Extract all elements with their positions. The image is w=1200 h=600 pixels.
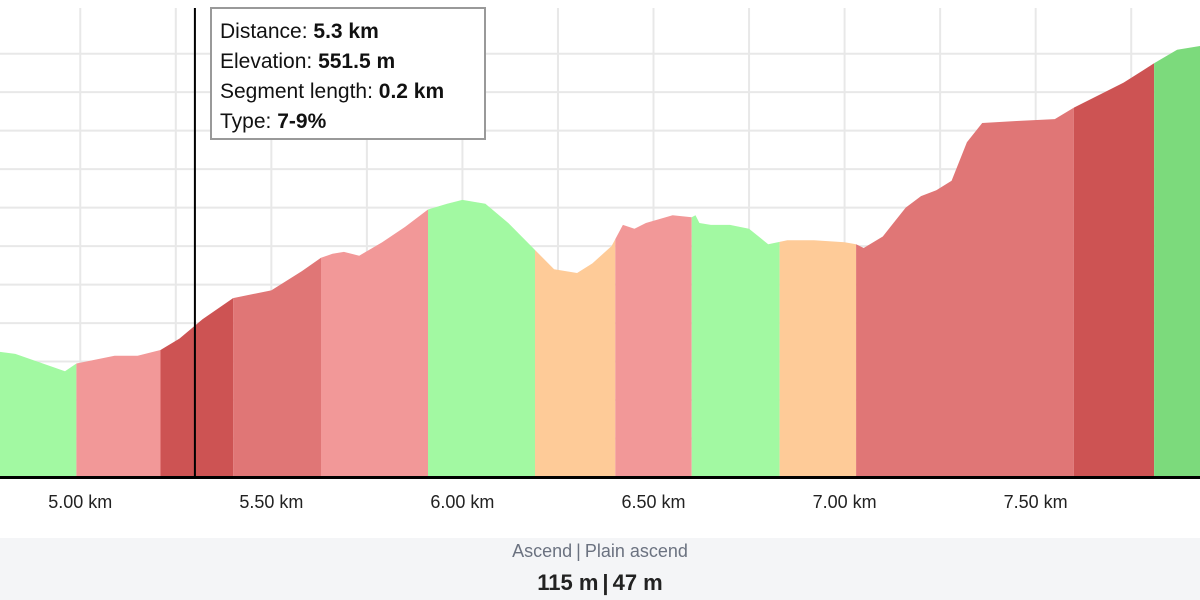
elevation-segment-0-1pct[interactable]: [0, 352, 76, 477]
ascend-label: Ascend: [512, 541, 572, 561]
tooltip-distance-value: 5.3 km: [313, 20, 378, 43]
elevation-segment-1-3pct[interactable]: [780, 240, 857, 477]
elevation-segment-0-1pct[interactable]: [692, 215, 780, 477]
elevation-segment-7-9pct[interactable]: [1074, 63, 1154, 477]
x-tick-label: 7.00 km: [813, 492, 877, 512]
plain-ascend-label: Plain ascend: [585, 541, 688, 561]
summary-values: 115 m | 47 m: [0, 570, 1200, 596]
tooltip-distance-label: Distance:: [220, 20, 308, 43]
x-tick-label: 7.50 km: [1004, 492, 1068, 512]
tooltip-segment-value: 0.2 km: [379, 80, 444, 103]
elevation-segment-0-1pct[interactable]: [428, 200, 535, 477]
tooltip-type-label: Type:: [220, 110, 271, 133]
elevation-segment-3-5pct[interactable]: [76, 350, 160, 477]
elevation-chart-svg[interactable]: 5.00 km 5.50 km 6.00 km 6.50 km 7.00 km 7.50 …: [0, 0, 1200, 540]
x-axis-ticks: 5.00 km 5.50 km 6.00 km 6.50 km 7.00 km 7.50 …: [48, 492, 1067, 512]
x-tick-label: 6.50 km: [621, 492, 685, 512]
tooltip-segment-label: Segment length:: [220, 80, 373, 103]
elevation-segment-0-1pct[interactable]: [1154, 46, 1200, 477]
elevation-segment-3-5pct[interactable]: [321, 210, 428, 478]
plain-ascend-value: 47 m: [613, 570, 663, 595]
elevation-segment-7-9pct[interactable]: [161, 298, 234, 477]
tooltip-elevation-row: Elevation: 551.5 m: [220, 47, 476, 77]
tooltip-elevation-label: Elevation:: [220, 50, 312, 73]
elevation-segment-5-7pct[interactable]: [233, 258, 321, 477]
hover-tooltip: Distance: 5.3 km Elevation: 551.5 m Segm…: [210, 7, 486, 140]
summary-labels: Ascend | Plain ascend: [0, 541, 1200, 562]
elevation-chart[interactable]: 5.00 km 5.50 km 6.00 km 6.50 km 7.00 km 7.50 …: [0, 0, 1200, 540]
tooltip-elevation-value: 551.5 m: [318, 50, 395, 73]
x-tick-label: 5.50 km: [239, 492, 303, 512]
x-tick-label: 6.00 km: [430, 492, 494, 512]
tooltip-segment-row: Segment length: 0.2 km: [220, 77, 476, 107]
summary-label-separator: |: [576, 541, 581, 561]
tooltip-type-value: 7-9%: [277, 110, 326, 133]
tooltip-type-row: Type: 7-9%: [220, 107, 476, 137]
ascend-value: 115 m: [537, 570, 598, 595]
x-tick-label: 5.00 km: [48, 492, 112, 512]
summary-value-separator: |: [602, 570, 608, 595]
elevation-segment-5-7pct[interactable]: [856, 108, 1074, 477]
elevation-segments: [0, 46, 1200, 477]
elevation-segment-3-5pct[interactable]: [615, 215, 691, 477]
elevation-segment-1-3pct[interactable]: [535, 239, 615, 477]
tooltip-distance-row: Distance: 5.3 km: [220, 17, 476, 47]
ascent-summary: Ascend | Plain ascend 115 m | 47 m: [0, 538, 1200, 600]
